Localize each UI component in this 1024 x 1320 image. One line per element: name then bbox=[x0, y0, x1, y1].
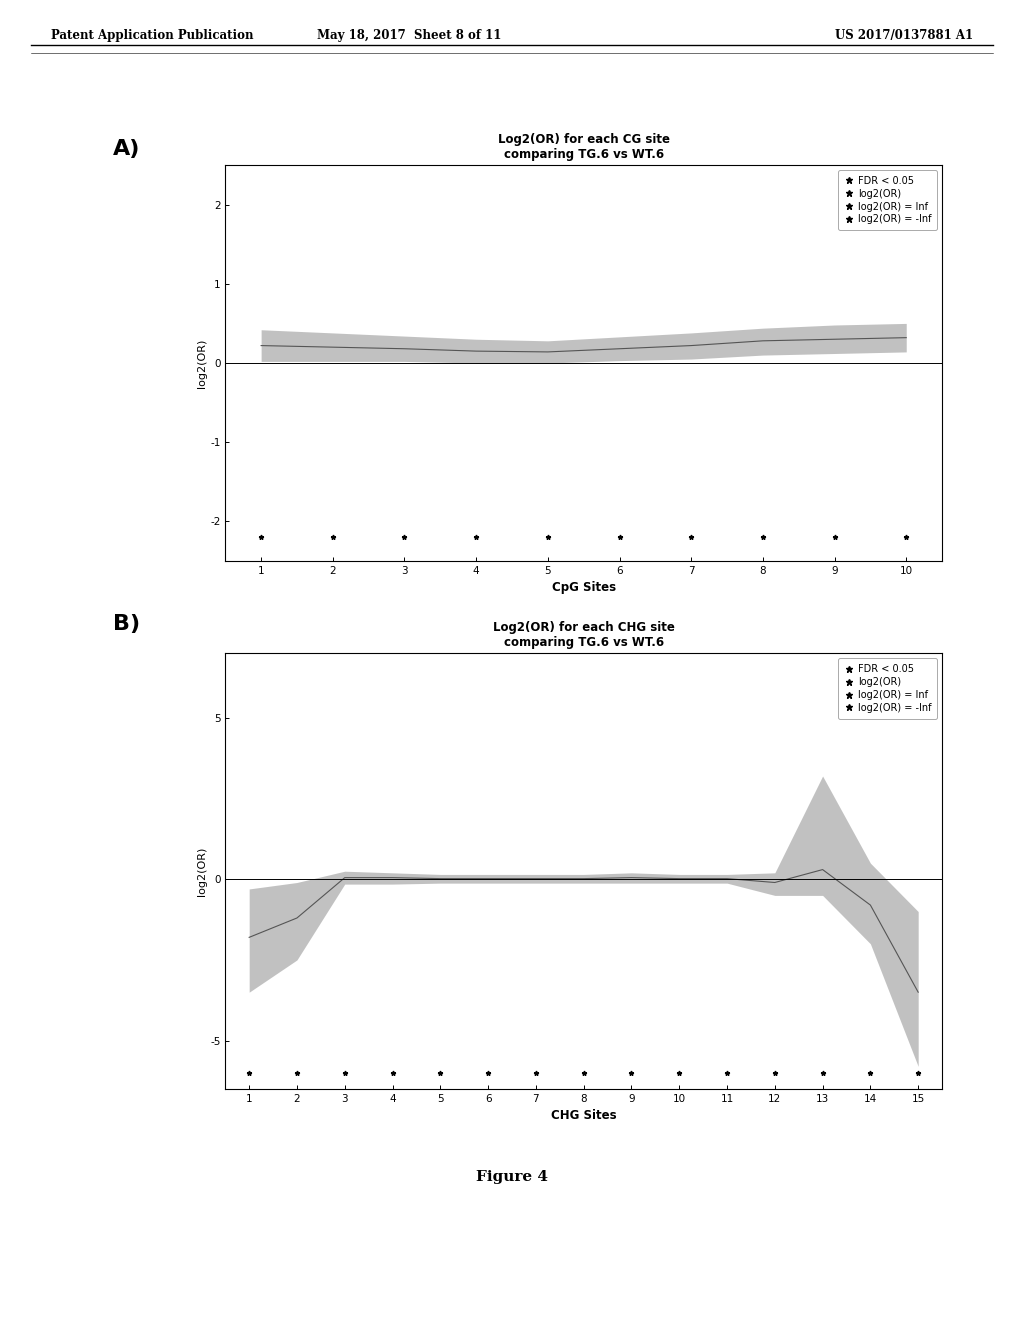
Text: Figure 4: Figure 4 bbox=[476, 1171, 548, 1184]
X-axis label: CpG Sites: CpG Sites bbox=[552, 581, 615, 594]
Title: Log2(OR) for each CHG site
comparing TG.6 vs WT.6: Log2(OR) for each CHG site comparing TG.… bbox=[493, 622, 675, 649]
Y-axis label: log2(OR): log2(OR) bbox=[198, 338, 207, 388]
Title: Log2(OR) for each CG site
comparing TG.6 vs WT.6: Log2(OR) for each CG site comparing TG.6… bbox=[498, 133, 670, 161]
Text: US 2017/0137881 A1: US 2017/0137881 A1 bbox=[835, 29, 973, 42]
Text: B): B) bbox=[113, 614, 139, 634]
Legend: FDR < 0.05, log2(OR), log2(OR) = Inf, log2(OR) = -Inf: FDR < 0.05, log2(OR), log2(OR) = Inf, lo… bbox=[839, 170, 937, 230]
Text: A): A) bbox=[113, 139, 140, 158]
X-axis label: CHG Sites: CHG Sites bbox=[551, 1109, 616, 1122]
Text: Patent Application Publication: Patent Application Publication bbox=[51, 29, 254, 42]
Legend: FDR < 0.05, log2(OR), log2(OR) = Inf, log2(OR) = -Inf: FDR < 0.05, log2(OR), log2(OR) = Inf, lo… bbox=[839, 659, 937, 718]
Y-axis label: log2(OR): log2(OR) bbox=[198, 846, 207, 896]
Text: May 18, 2017  Sheet 8 of 11: May 18, 2017 Sheet 8 of 11 bbox=[317, 29, 502, 42]
